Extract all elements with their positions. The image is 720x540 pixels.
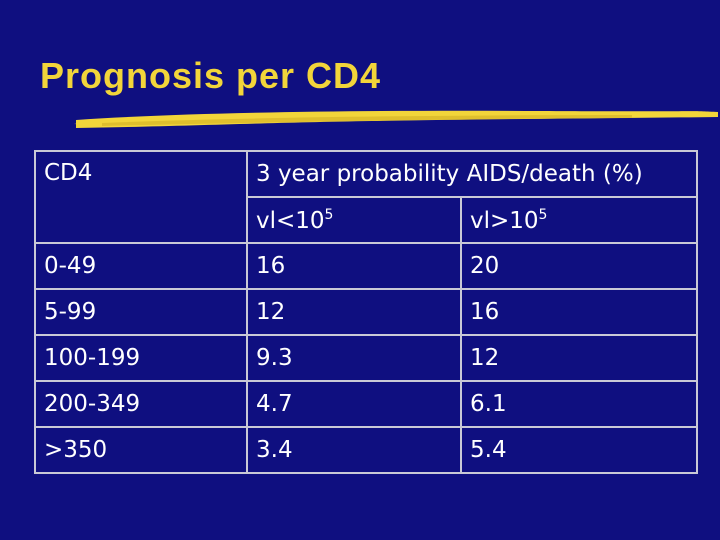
title-underline-brushstroke	[74, 110, 718, 128]
cell-low: 9.3	[246, 334, 462, 382]
cell-low: 4.7	[246, 380, 462, 428]
table-subheader-row: vl<105 vl>105	[35, 196, 698, 244]
cell-cd4: 5-99	[34, 288, 248, 336]
subheader-vl-high: vl>105	[460, 196, 698, 244]
table-header-row: CD4 3 year probability AIDS/death (%)	[34, 150, 698, 244]
cell-cd4: >350	[34, 426, 248, 474]
cell-cd4: 100-199	[34, 334, 248, 382]
cell-low: 12	[246, 288, 462, 336]
table-row: >350 3.4 5.4	[34, 426, 698, 474]
cell-high: 16	[460, 288, 698, 336]
table-row: 5-99 12 16	[34, 288, 698, 336]
slide-title: Prognosis per CD4	[40, 55, 382, 96]
cell-high: 6.1	[460, 380, 698, 428]
cell-high: 20	[460, 242, 698, 290]
cell-low: 3.4	[246, 426, 462, 474]
cell-cd4: 0-49	[34, 242, 248, 290]
table-row: 0-49 16 20	[34, 242, 698, 290]
table-row: 100-199 9.3 12	[34, 334, 698, 382]
cell-high: 12	[460, 334, 698, 382]
subheader-vl-low: vl<105	[246, 196, 462, 244]
header-probability: 3 year probability AIDS/death (%)	[246, 150, 698, 198]
prognosis-table: CD4 3 year probability AIDS/death (%) vl…	[34, 150, 698, 474]
table-row: 200-349 4.7 6.1	[34, 380, 698, 428]
header-cd4: CD4	[34, 150, 248, 244]
cell-cd4: 200-349	[34, 380, 248, 428]
cell-low: 16	[246, 242, 462, 290]
cell-high: 5.4	[460, 426, 698, 474]
